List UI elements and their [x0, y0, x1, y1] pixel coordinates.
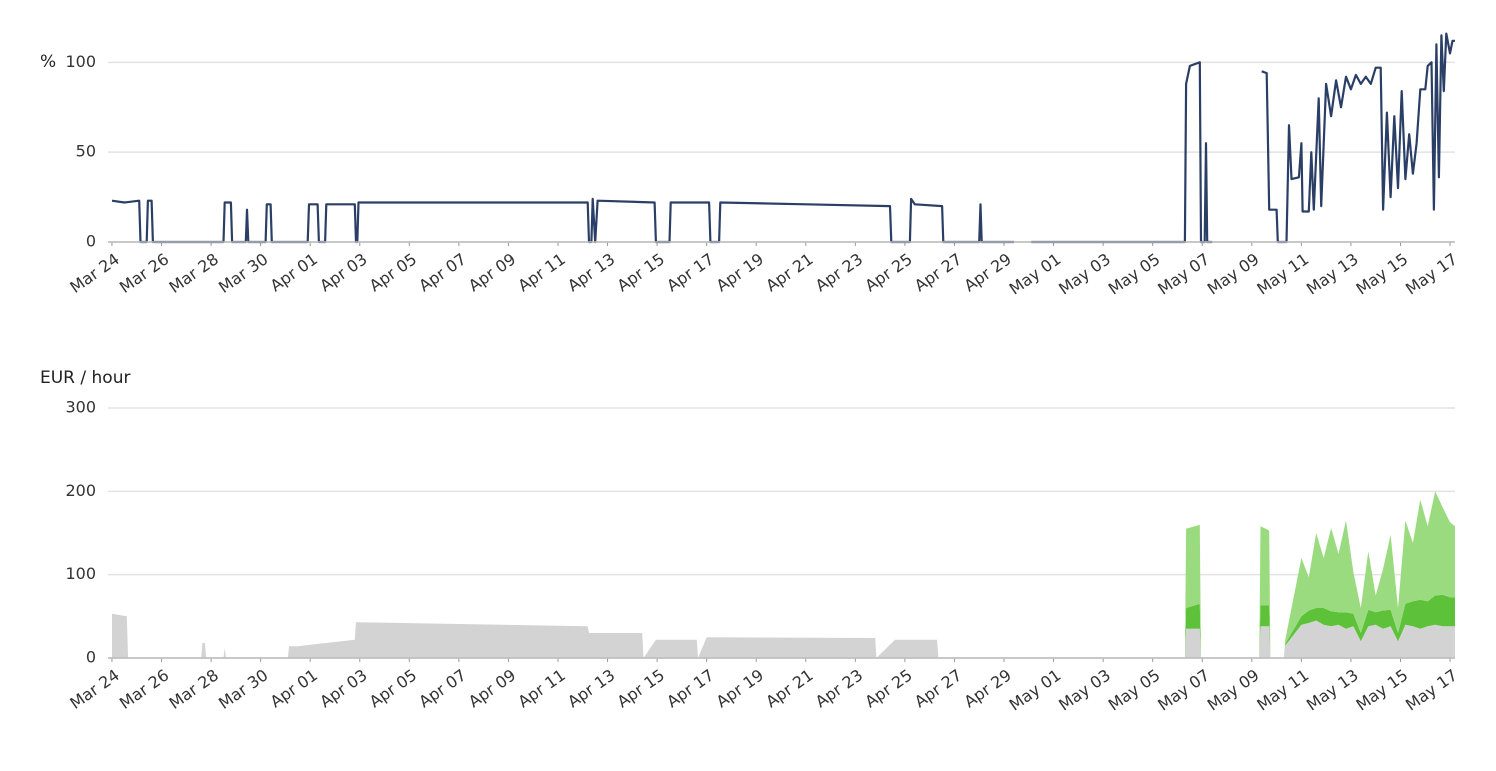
x-tick-label: Apr 03 — [316, 665, 370, 711]
x-tick-label: May 17 — [1402, 249, 1461, 298]
y-tick-label: 100 — [65, 564, 96, 583]
x-tick-label: Apr 27 — [911, 249, 965, 295]
x-tick-label: Apr 03 — [316, 249, 370, 295]
y-tick-label: 300 — [65, 398, 96, 417]
y-tick-label: 0 — [86, 648, 96, 667]
area — [112, 491, 1455, 658]
x-tick-label: Apr 29 — [960, 665, 1014, 711]
y-tick-label: 100 — [65, 52, 96, 71]
x-tick-label: Apr 01 — [267, 249, 321, 295]
x-tick-label: Apr 01 — [267, 665, 321, 711]
x-tick-label: May 13 — [1303, 665, 1362, 714]
x-tick-label: May 09 — [1204, 249, 1263, 298]
x-tick-label: Apr 17 — [663, 249, 717, 295]
x-tick-label: Mar 28 — [165, 665, 221, 712]
x-tick-label: Apr 25 — [861, 665, 915, 711]
x-tick-label: Apr 17 — [663, 665, 717, 711]
x-tick-label: Apr 15 — [614, 665, 668, 711]
x-tick-label: Mar 24 — [66, 665, 122, 712]
y-tick-label: 200 — [65, 481, 96, 500]
x-tick-label: Mar 26 — [116, 665, 172, 712]
x-tick-label: Apr 13 — [564, 665, 618, 711]
x-tick-label: May 17 — [1402, 665, 1461, 714]
x-tick-label: Apr 23 — [812, 249, 866, 295]
x-tick-label: Apr 13 — [564, 249, 618, 295]
x-tick-label: May 15 — [1353, 665, 1412, 714]
data-line — [111, 32, 1455, 244]
x-tick-label: Apr 09 — [465, 665, 519, 711]
x-tick-label: May 13 — [1303, 249, 1362, 298]
x-tick-label: Apr 07 — [415, 249, 469, 295]
x-tick-label: Apr 29 — [960, 249, 1014, 295]
x-tick-label: Apr 09 — [465, 249, 519, 295]
y-axis-label: % — [40, 52, 56, 72]
x-tick-label: Apr 21 — [762, 665, 816, 711]
x-tick-label: May 09 — [1204, 665, 1263, 714]
x-tick-label: May 05 — [1105, 249, 1164, 298]
x-tick-label: May 07 — [1154, 665, 1213, 714]
x-tick-label: Apr 11 — [514, 249, 568, 295]
x-tick-label: Apr 23 — [812, 665, 866, 711]
x-tick-label: Apr 19 — [713, 665, 767, 711]
x-tick-label: Apr 19 — [713, 249, 767, 295]
y-axis-label: EUR / hour — [40, 368, 130, 388]
x-tick-label: Apr 05 — [366, 665, 420, 711]
x-tick-label: May 03 — [1055, 665, 1114, 714]
x-tick-label: May 05 — [1105, 665, 1164, 714]
x-tick-label: May 01 — [1006, 249, 1065, 298]
x-tick-label: Mar 26 — [116, 249, 172, 296]
x-tick-label: Mar 28 — [165, 249, 221, 296]
x-tick-label: May 11 — [1253, 249, 1312, 298]
x-tick-label: May 07 — [1154, 249, 1213, 298]
x-tick-label: Apr 27 — [911, 665, 965, 711]
area — [112, 594, 1455, 658]
area — [112, 613, 1455, 658]
x-tick-label: Mar 30 — [215, 665, 271, 712]
x-tick-label: Apr 11 — [514, 665, 568, 711]
x-tick-label: May 01 — [1006, 665, 1065, 714]
y-tick-label: 0 — [86, 232, 96, 251]
x-tick-label: May 11 — [1253, 665, 1312, 714]
x-tick-label: Mar 30 — [215, 249, 271, 296]
x-tick-label: Apr 07 — [415, 665, 469, 711]
x-tick-label: Apr 05 — [366, 249, 420, 295]
x-tick-label: Mar 24 — [66, 249, 122, 296]
y-tick-label: 50 — [76, 142, 96, 161]
x-tick-label: Apr 15 — [614, 249, 668, 295]
x-tick-label: Apr 21 — [762, 249, 816, 295]
x-tick-label: May 03 — [1055, 249, 1114, 298]
x-tick-label: May 15 — [1353, 249, 1412, 298]
x-tick-label: Apr 25 — [861, 249, 915, 295]
